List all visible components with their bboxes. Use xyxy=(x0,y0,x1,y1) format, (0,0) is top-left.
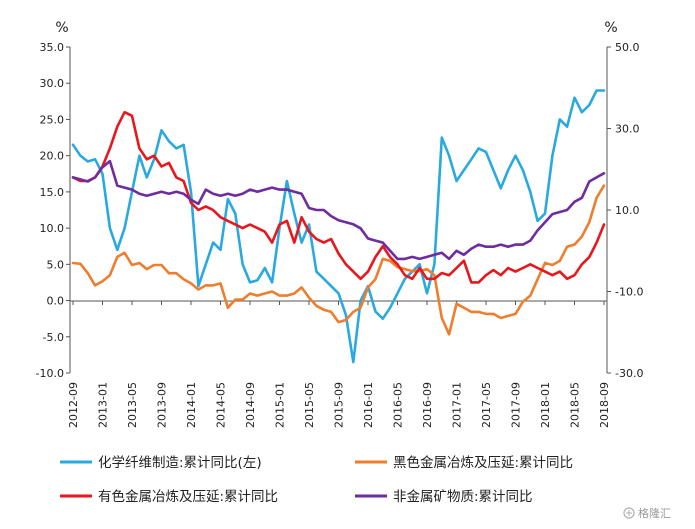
legend-label: 黑色金属冶炼及压延:累计同比 xyxy=(393,454,573,471)
x-tick-label: 2018-01 xyxy=(539,382,552,428)
right-tick-label: -30.0 xyxy=(615,367,643,380)
right-tick-label: 10.0 xyxy=(615,204,640,217)
x-tick-label: 2014-05 xyxy=(215,382,228,428)
left-tick-label: 20.0 xyxy=(40,150,65,163)
legend-item-4: 非金属矿物质:累计同比 xyxy=(355,489,533,505)
series-line-1 xyxy=(71,89,606,364)
x-tick-label: 2013-01 xyxy=(97,382,110,428)
right-tick-label: 30.0 xyxy=(615,123,640,136)
watermark: 格隆汇 xyxy=(623,506,671,520)
x-tick-label: 2015-09 xyxy=(333,382,346,428)
legend-item-1: 化学纤维制造:累计同比(左) xyxy=(60,455,262,471)
legend-label: 化学纤维制造:累计同比(左) xyxy=(98,455,262,471)
x-tick-label: 2016-01 xyxy=(362,382,375,428)
x-tick-label: 2013-09 xyxy=(156,382,169,428)
legend-label: 有色金属冶炼及压延:累计同比 xyxy=(98,488,278,505)
x-tick-label: 2014-09 xyxy=(244,382,257,428)
left-tick-label: 0.0 xyxy=(47,295,65,308)
right-tick-label: -10.0 xyxy=(615,286,643,299)
left-tick-label: 10.0 xyxy=(40,222,65,235)
legend-item-3: 有色金属冶炼及压延:累计同比 xyxy=(60,488,278,505)
legend-label: 非金属矿物质:累计同比 xyxy=(393,489,533,505)
right-axis-unit: % xyxy=(604,20,617,36)
left-tick-label: 30.0 xyxy=(40,77,65,90)
left-axis-unit: % xyxy=(55,20,68,36)
x-tick-label: 2016-05 xyxy=(392,382,405,428)
x-tick-label: 2016-09 xyxy=(421,382,434,428)
left-tick-label: -5.0 xyxy=(43,331,64,344)
right-tick-label: 50.0 xyxy=(615,41,640,54)
series-line-3 xyxy=(71,110,606,284)
left-tick-label: -10.0 xyxy=(36,367,64,380)
series-line-4 xyxy=(71,159,606,261)
series-line-2 xyxy=(71,184,606,336)
x-tick-label: 2018-05 xyxy=(569,382,582,428)
x-tick-label: 2012-09 xyxy=(67,382,80,428)
left-tick-label: 15.0 xyxy=(40,186,65,199)
x-tick-label: 2015-05 xyxy=(303,382,316,428)
series-layer xyxy=(71,89,606,364)
legend: 化学纤维制造:累计同比(左) 黑色金属冶炼及压延:累计同比有色金属冶炼及压延:累计… xyxy=(60,454,573,505)
x-tick-label: 2017-01 xyxy=(451,382,464,428)
x-tick-label: 2014-01 xyxy=(185,382,198,428)
x-tick-label: 2018-09 xyxy=(598,382,611,428)
gelonghui-logo-icon xyxy=(623,507,635,519)
left-tick-label: 5.0 xyxy=(47,258,65,271)
watermark-text: 格隆汇 xyxy=(638,506,671,520)
left-tick-label: 35.0 xyxy=(40,41,65,54)
x-tick-label: 2017-09 xyxy=(510,382,523,428)
axes-layer: 35.0 30.0 25.0 20.0 15.0 10.0 5.0 0.0 -5.0 -10.0 5… xyxy=(36,20,644,428)
x-tick-label: 2017-05 xyxy=(480,382,493,428)
left-tick-label: 25.0 xyxy=(40,113,65,126)
legend-item-2: 黑色金属冶炼及压延:累计同比 xyxy=(355,454,573,471)
x-tick-label: 2015-01 xyxy=(274,382,287,428)
x-tick-label: 2013-05 xyxy=(126,382,139,428)
